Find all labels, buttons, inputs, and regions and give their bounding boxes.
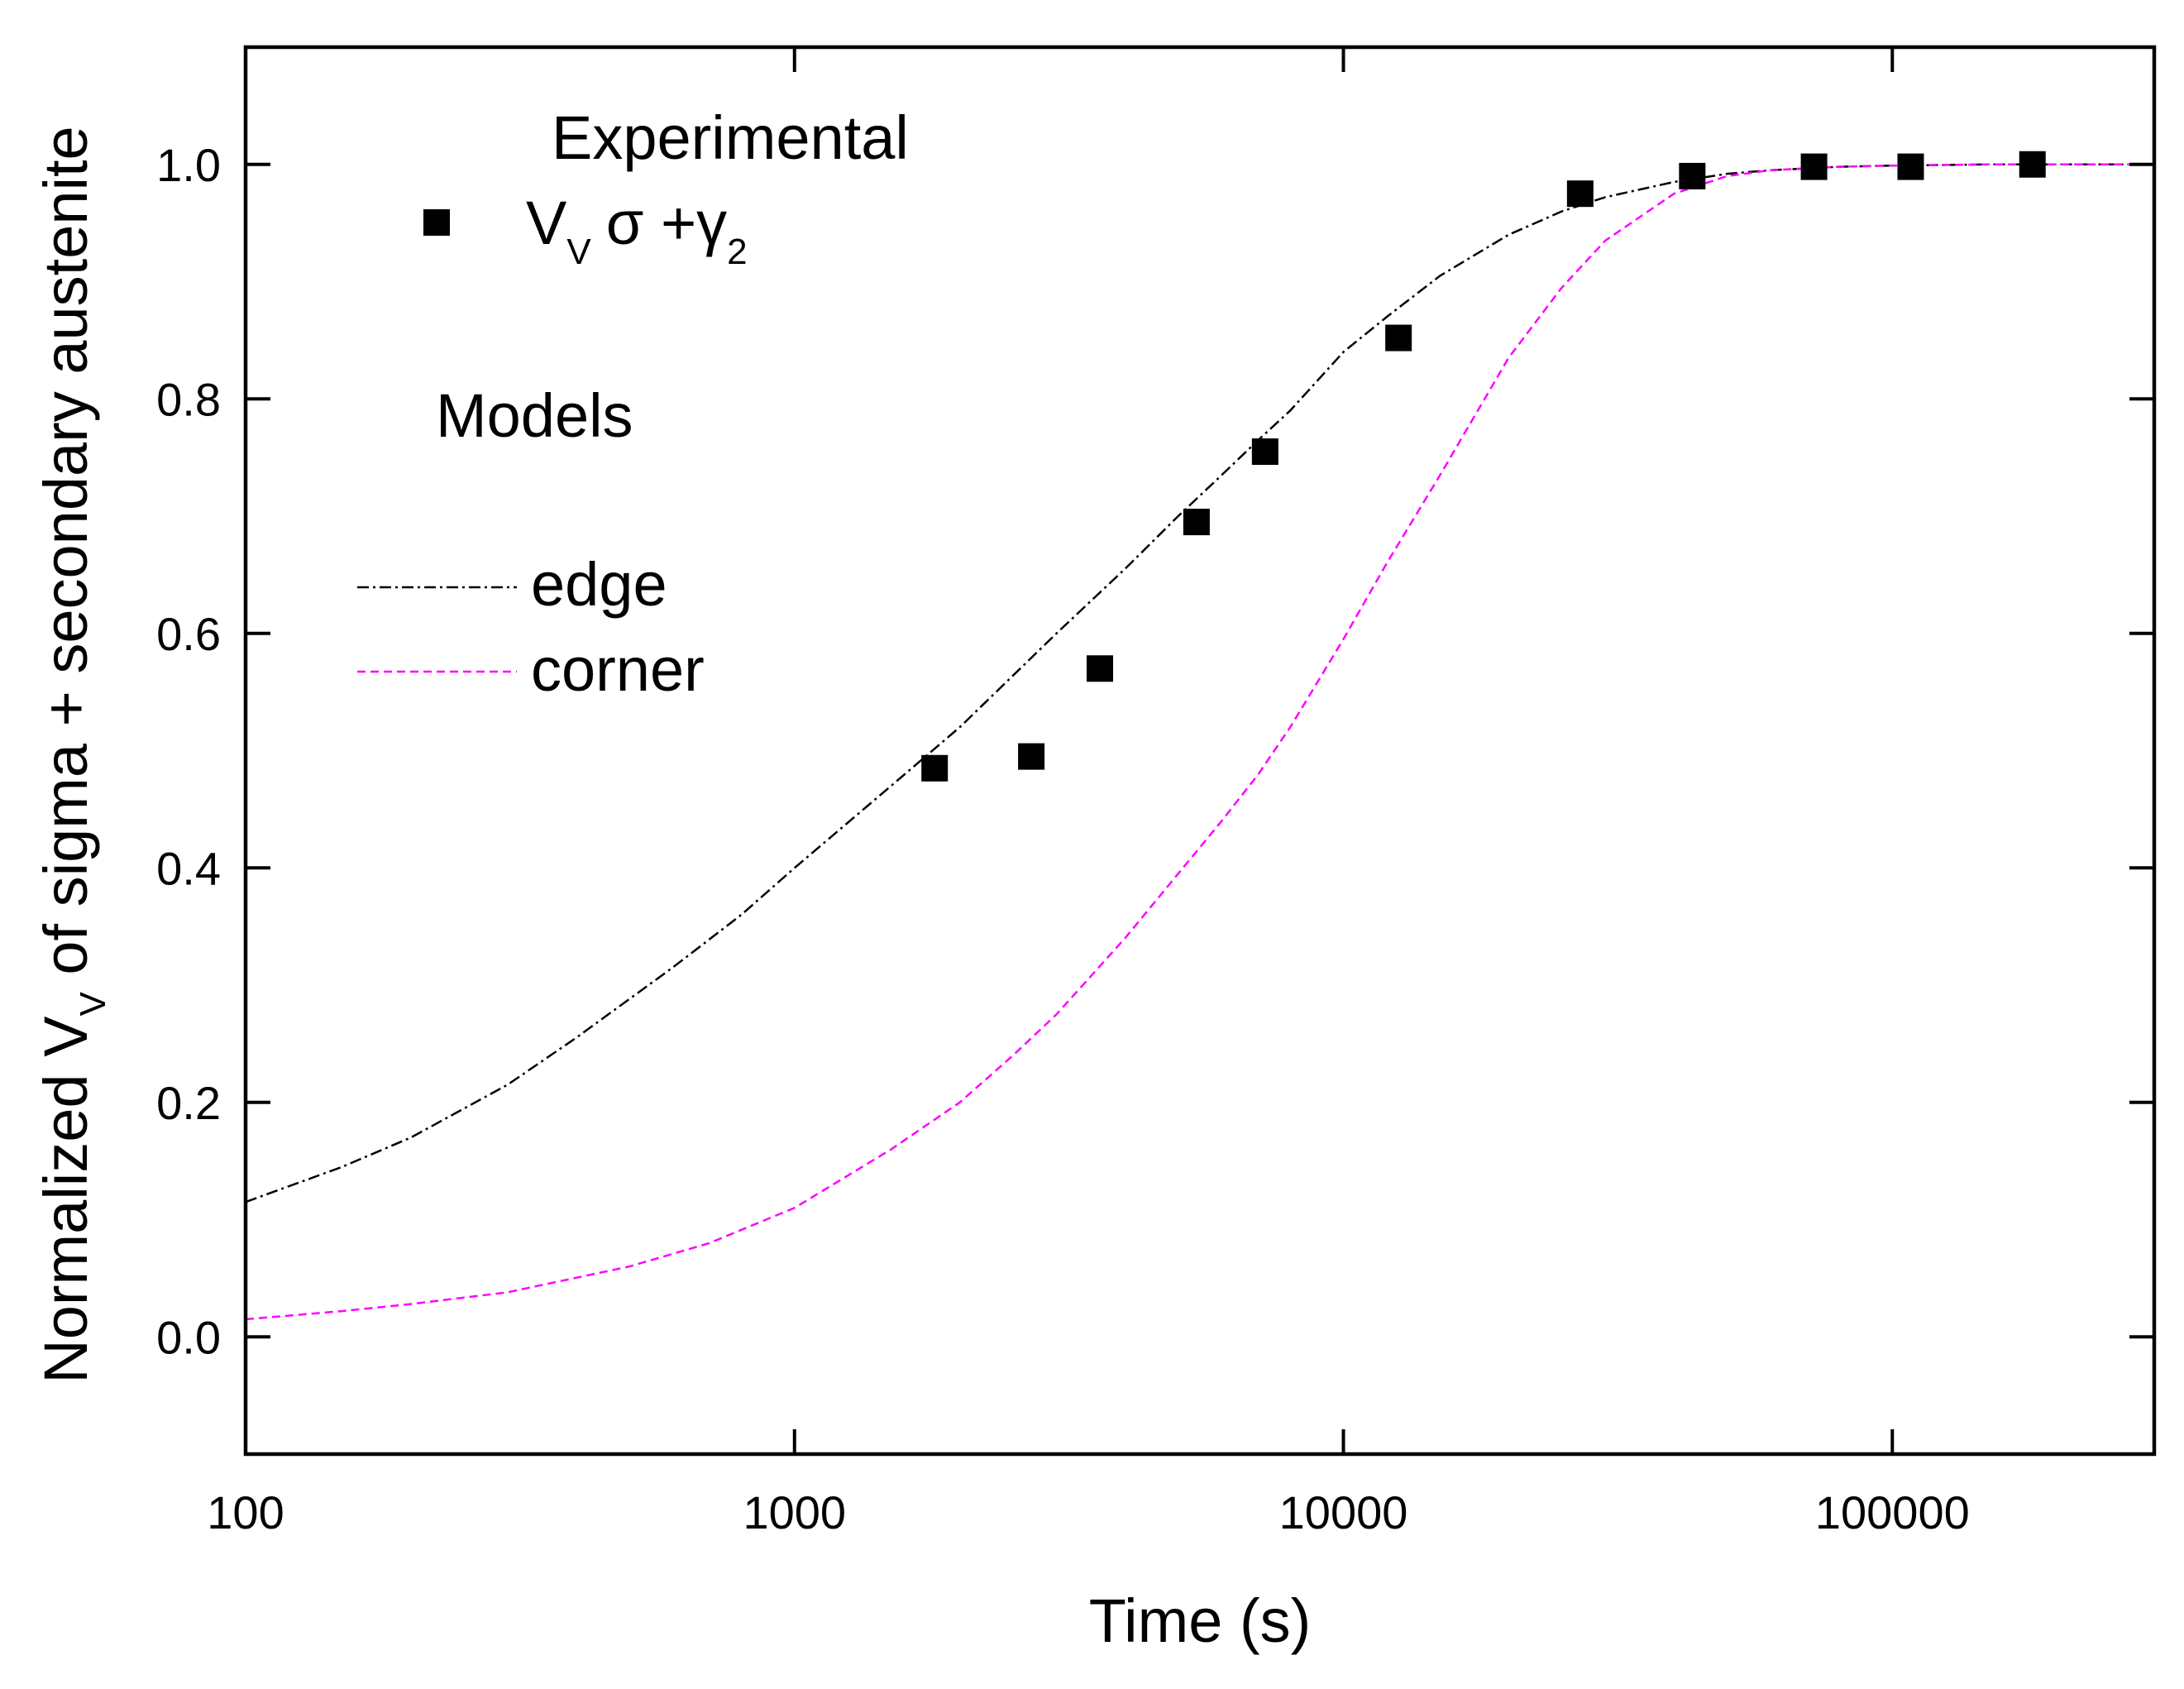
x-tick-label: 1000: [743, 1486, 846, 1538]
legend: Experimental VV σ +γ2 Models edge corner: [357, 103, 909, 704]
data-point-square: [1018, 743, 1045, 770]
data-point-square: [1183, 509, 1210, 536]
legend-square-marker-icon: [423, 209, 450, 236]
axis-ticks: [244, 47, 2154, 1454]
legend-sigma-plus: σ +: [606, 189, 696, 257]
y-axis-title-prefix: Normalized V: [31, 1016, 100, 1384]
x-tick-label: 100000: [1815, 1486, 1970, 1538]
x-axis-title: Time (s): [1089, 1586, 1312, 1655]
y-tick-label: 0.6: [156, 608, 221, 660]
data-point-square: [1087, 655, 1114, 682]
data-point-square: [1385, 324, 1412, 352]
data-point-square: [1897, 153, 1924, 180]
x-tick-label: 10000: [1279, 1486, 1408, 1538]
legend-vv-subscript: V: [566, 232, 591, 272]
plot-frame: [243, 45, 2157, 1457]
series-lines: [245, 163, 2154, 1321]
legend-experimental-label: VV σ +γ2: [526, 189, 748, 272]
series-line-corner: [245, 163, 2154, 1321]
legend-experimental-heading: Experimental: [552, 103, 909, 172]
y-tick-label: 1.0: [156, 139, 221, 191]
y-axis-title-subscript: V: [73, 992, 113, 1017]
y-tick-label: 0.2: [156, 1077, 221, 1129]
x-tick-label: 100: [207, 1486, 284, 1538]
legend-gamma: γ: [696, 189, 727, 257]
legend-corner-label: corner: [531, 635, 705, 704]
y-tick-label: 0.8: [156, 373, 221, 425]
legend-models-heading: Models: [436, 381, 633, 450]
series-markers: [921, 151, 2046, 782]
data-point-square: [1251, 438, 1278, 466]
legend-gamma-subscript: 2: [727, 232, 747, 272]
y-tick-label: 0.0: [156, 1311, 221, 1363]
tick-labels: 100 1000 10000 100000 0.0 0.2 0.4 0.6 0.8 1.0: [156, 139, 1970, 1538]
y-tick-label: 0.4: [156, 842, 221, 894]
legend-vv-main: V: [526, 189, 567, 257]
data-point-square: [1566, 180, 1594, 208]
series-line-edge: [245, 163, 2154, 1203]
y-axis-title: Normalized VV of sigma + secondary auste…: [31, 126, 113, 1383]
legend-edge-label: edge: [531, 550, 667, 619]
data-point-square: [2019, 151, 2046, 178]
data-point-square: [1679, 162, 1706, 189]
data-point-square: [1800, 153, 1828, 180]
y-axis-title-suffix: of sigma + secondary austenite: [31, 126, 100, 992]
data-point-square: [921, 754, 949, 782]
